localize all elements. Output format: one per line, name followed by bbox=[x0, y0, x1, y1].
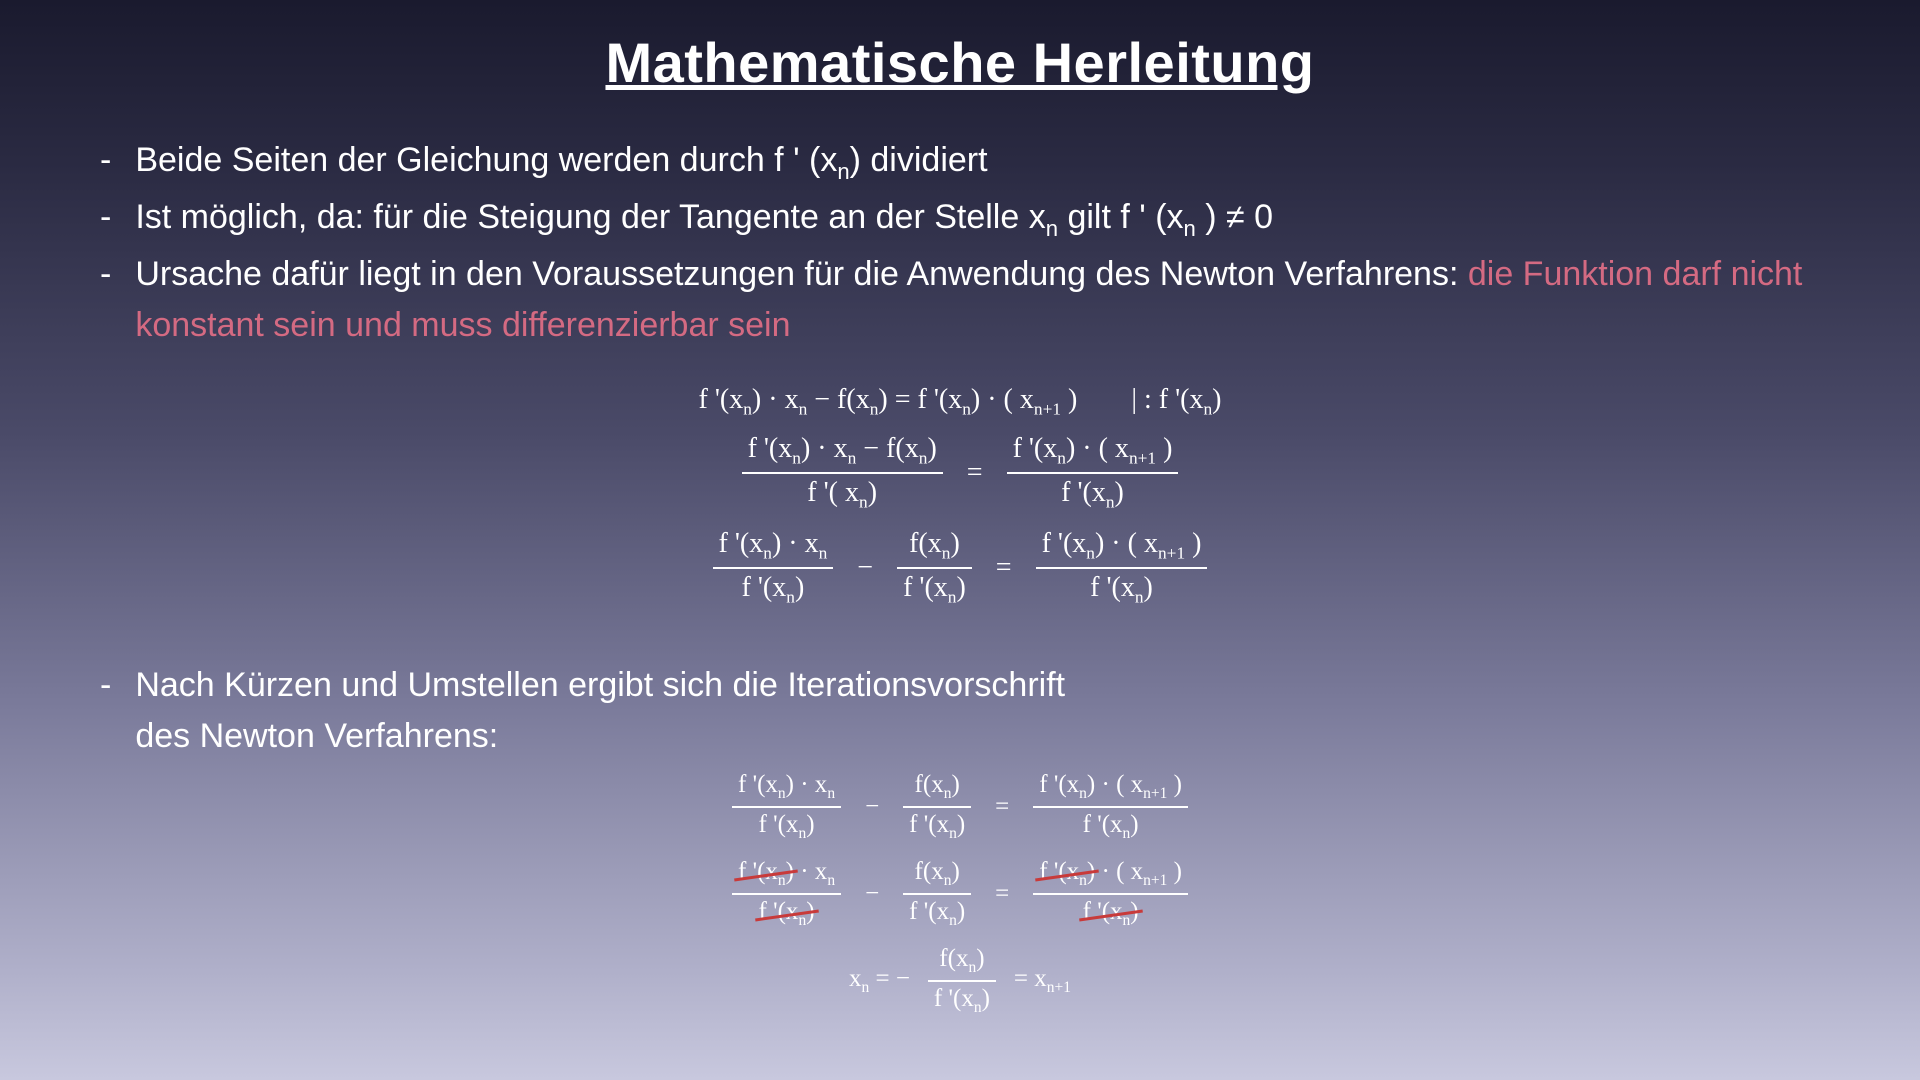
equation-line-3: f '(xn) · xn f '(xn) − f(xn) f '(xn) = f… bbox=[699, 525, 1222, 610]
bullet-dash: - bbox=[100, 249, 111, 300]
bullet-item: - Beide Seiten der Gleichung werden durc… bbox=[100, 135, 1860, 188]
bullet-list-bottom: - Nach Kürzen und Umstellen ergibt sich … bbox=[100, 660, 1860, 762]
equation-line-1: f '(xn) · xn − f(xn) = f '(xn) · ( xn+1 … bbox=[699, 383, 1222, 420]
bullet-text: Nach Kürzen und Umstellen ergibt sich di… bbox=[135, 660, 1115, 762]
bullet-text: Beide Seiten der Gleichung werden durch … bbox=[135, 135, 987, 188]
equation-line-4: f '(xn) · xn f '(xn) − f(xn) f '(xn) = f… bbox=[728, 768, 1192, 845]
math-block-1: f '(xn) · xn − f(xn) = f '(xn) · ( xn+1 … bbox=[60, 373, 1860, 620]
bullet-dash: - bbox=[100, 192, 111, 243]
equation-line-final: xn = − f(xn) f '(xn) = xn+1 bbox=[728, 942, 1192, 1019]
bullet-list-top: - Beide Seiten der Gleichung werden durc… bbox=[100, 135, 1860, 351]
bullet-text: Ursache dafür liegt in den Voraussetzung… bbox=[135, 249, 1860, 351]
page-title: Mathematische Herleitung bbox=[60, 30, 1860, 95]
equation-line-5-cancel: f '(xn) · xn f '(xn) − f(xn) f '(xn) = f… bbox=[728, 855, 1192, 932]
math-block-2: f '(xn) · xn f '(xn) − f(xn) f '(xn) = f… bbox=[60, 758, 1860, 1030]
bullet-item: - Nach Kürzen und Umstellen ergibt sich … bbox=[100, 660, 1860, 762]
operation-note: | : f '(xn) bbox=[1131, 383, 1221, 420]
bullet-dash: - bbox=[100, 135, 111, 186]
bullet-item: - Ist möglich, da: für die Steigung der … bbox=[100, 192, 1860, 245]
bullet-item: - Ursache dafür liegt in den Voraussetzu… bbox=[100, 249, 1860, 351]
bullet-text: Ist möglich, da: für die Steigung der Ta… bbox=[135, 192, 1273, 245]
bullet-dash: - bbox=[100, 660, 111, 711]
equation-line-2: f '(xn) · xn − f(xn) f '( xn) = f '(xn) … bbox=[699, 430, 1222, 515]
